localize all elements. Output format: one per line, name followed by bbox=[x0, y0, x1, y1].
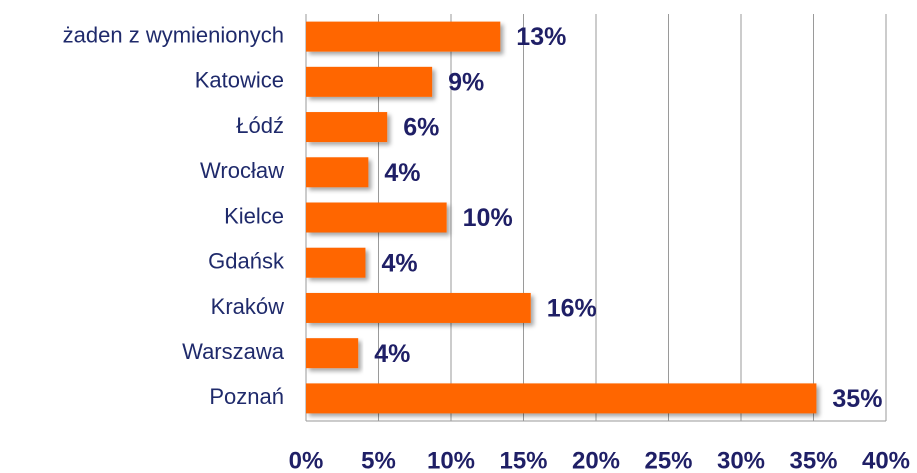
bar bbox=[306, 66, 433, 97]
bar bbox=[306, 338, 359, 369]
category-label: Katowice bbox=[195, 68, 284, 93]
category-label: Łódź bbox=[236, 113, 284, 138]
category-label: Kielce bbox=[224, 203, 284, 228]
bar bbox=[306, 157, 369, 188]
value-label: 4% bbox=[381, 249, 417, 277]
value-label: 13% bbox=[516, 23, 566, 51]
bar bbox=[306, 21, 501, 52]
bar bbox=[306, 112, 388, 143]
category-label: Wrocław bbox=[200, 158, 284, 183]
value-label: 35% bbox=[832, 385, 882, 413]
value-label: 10% bbox=[463, 204, 513, 232]
value-label: 6% bbox=[403, 114, 439, 142]
value-label: 4% bbox=[374, 340, 410, 368]
category-label: Poznań bbox=[209, 384, 284, 409]
bar bbox=[306, 202, 447, 233]
bar bbox=[306, 292, 531, 323]
x-tick-label: 40% bbox=[862, 447, 910, 473]
value-label: 4% bbox=[384, 159, 420, 187]
bar bbox=[306, 383, 817, 414]
category-label: Warszawa bbox=[182, 339, 285, 364]
x-tick-label: 0% bbox=[289, 447, 324, 473]
value-label: 9% bbox=[448, 68, 484, 96]
x-tick-label: 30% bbox=[717, 447, 765, 473]
bar bbox=[306, 247, 366, 278]
x-tick-label: 35% bbox=[789, 447, 837, 473]
x-tick-label: 15% bbox=[499, 447, 547, 473]
category-label: żaden z wymienionych bbox=[63, 22, 284, 47]
x-tick-label: 25% bbox=[644, 447, 692, 473]
x-tick-label: 10% bbox=[427, 447, 475, 473]
x-tick-label: 5% bbox=[361, 447, 396, 473]
value-label: 16% bbox=[547, 295, 597, 323]
x-tick-label: 20% bbox=[572, 447, 620, 473]
category-label: Gdańsk bbox=[208, 249, 285, 274]
category-label: Kraków bbox=[211, 294, 284, 319]
